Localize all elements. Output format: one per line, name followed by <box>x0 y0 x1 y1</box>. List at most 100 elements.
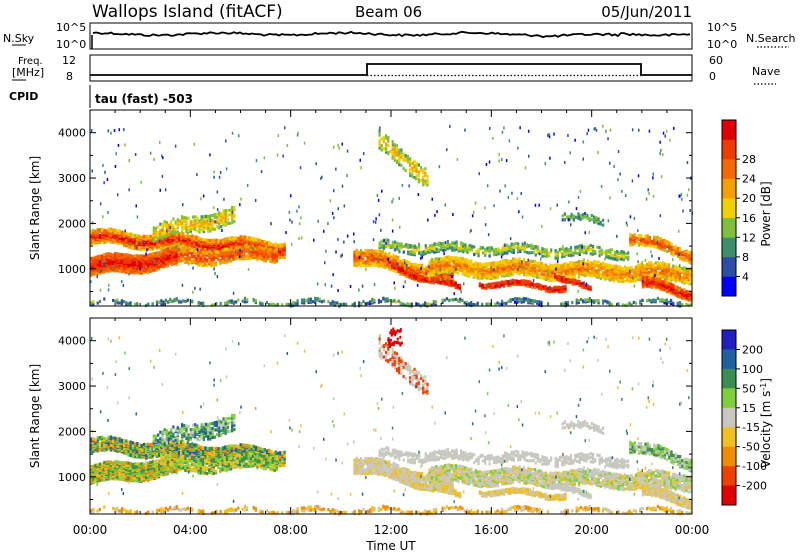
power-cell <box>606 263 608 266</box>
power-cell <box>657 278 659 281</box>
power-cell <box>556 263 558 266</box>
power-cell <box>648 276 650 279</box>
power-cell <box>598 264 600 267</box>
power-cell <box>640 234 642 237</box>
power-cell <box>534 260 536 263</box>
power-cell <box>562 285 564 288</box>
power-cell <box>179 223 181 226</box>
power-cell <box>681 267 683 270</box>
power-cell <box>192 223 194 226</box>
power-cell <box>536 269 538 272</box>
power-cell <box>155 227 157 230</box>
power-cell <box>375 261 377 264</box>
power-cell <box>188 217 190 220</box>
power-cell <box>196 236 198 239</box>
power-cell <box>127 233 129 236</box>
power-cell <box>112 253 114 256</box>
power-cell <box>587 263 589 266</box>
power-cell <box>508 260 510 263</box>
power-cell <box>130 254 132 257</box>
power-cell <box>532 282 534 285</box>
power-cell <box>475 272 477 275</box>
power-cell <box>457 272 459 275</box>
power-cell <box>565 278 567 281</box>
power-cell <box>401 243 403 246</box>
power-cell <box>191 260 193 263</box>
power-cell <box>668 263 670 266</box>
power-cell <box>406 274 408 277</box>
power-cell <box>644 269 646 272</box>
power-cell <box>563 263 565 266</box>
power-cell <box>576 261 578 264</box>
power-cell <box>683 266 685 269</box>
power-cell <box>206 251 208 254</box>
power-cell <box>195 252 197 255</box>
power-cell <box>681 251 683 254</box>
power-cell <box>576 280 578 283</box>
power-cell <box>668 241 670 244</box>
power-cell <box>495 262 497 265</box>
power-cell <box>255 238 257 241</box>
power-cell <box>132 247 134 250</box>
power-cell <box>624 280 626 283</box>
power-cell <box>563 276 565 279</box>
power-cell <box>448 255 450 258</box>
power-cell <box>172 225 174 228</box>
power-cell <box>679 295 681 298</box>
power-cell <box>611 265 613 268</box>
power-cell <box>246 236 248 239</box>
power-cell <box>626 267 628 270</box>
power-cell <box>273 244 275 247</box>
power-cell <box>574 265 576 268</box>
power-cell <box>529 280 531 283</box>
power-cell <box>536 275 538 278</box>
power-cell <box>479 275 481 278</box>
power-cell <box>653 236 655 239</box>
power-cell <box>553 286 555 289</box>
power-cell <box>391 255 393 258</box>
power-cell <box>419 264 421 267</box>
power-cell <box>637 273 639 276</box>
power-cell <box>216 220 218 223</box>
power-cell <box>624 275 626 278</box>
power-cell <box>670 242 672 245</box>
power-cell <box>602 271 604 274</box>
power-cell <box>484 263 486 266</box>
power-cell <box>644 264 646 267</box>
power-cell <box>417 264 419 267</box>
power-cell <box>400 267 402 270</box>
nsearch-tick-low: 10^0 <box>707 38 737 51</box>
power-cell <box>415 275 417 278</box>
power-cell <box>364 249 366 252</box>
power-cell <box>477 263 479 266</box>
power-cell <box>686 250 688 253</box>
power-cell <box>622 275 624 278</box>
power-cell <box>685 281 687 284</box>
power-cell <box>218 211 220 214</box>
power-cell <box>595 269 597 272</box>
power-cell <box>209 229 211 232</box>
power-cell <box>177 218 179 221</box>
power-cell <box>373 250 375 253</box>
power-cell <box>130 233 132 236</box>
power-cell <box>251 237 253 240</box>
power-heatmap-cells <box>90 125 693 308</box>
power-cell <box>103 241 105 244</box>
power-cell <box>552 264 554 267</box>
power-cell <box>673 252 675 255</box>
power-cell <box>646 263 648 266</box>
power-cell <box>512 268 514 271</box>
power-cell <box>629 233 631 236</box>
power-cell <box>554 273 556 276</box>
power-cell <box>545 264 547 267</box>
power-cell <box>203 228 205 231</box>
power-cell <box>516 280 518 283</box>
power-cell <box>219 254 221 257</box>
power-cell <box>191 249 193 252</box>
cpid-text: tau (fast) -503 <box>95 92 193 106</box>
power-cell <box>164 224 166 227</box>
power-cell <box>185 216 187 219</box>
power-cell <box>505 259 507 262</box>
power-cell <box>196 241 198 244</box>
power-cell <box>545 276 547 279</box>
